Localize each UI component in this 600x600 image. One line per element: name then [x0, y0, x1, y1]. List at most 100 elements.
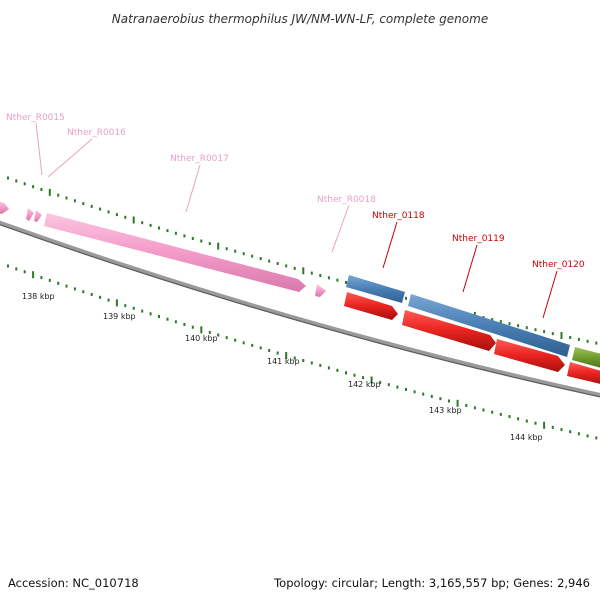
inner-track-minor-tick — [183, 323, 186, 326]
inner-track-minor-tick — [166, 317, 169, 321]
upper-track-features — [346, 275, 600, 369]
inner-track-minor-tick — [124, 304, 127, 308]
inner-track-minor-tick — [73, 287, 76, 291]
outer-track-minor-tick — [259, 257, 262, 261]
inner-track-minor-tick — [422, 392, 425, 396]
cds-feature-0119b[interactable] — [494, 339, 565, 372]
leader-0118 — [382, 221, 398, 269]
outer-track-minor-tick — [191, 237, 194, 240]
leader-r0016 — [47, 138, 93, 178]
outer-track-minor-tick — [251, 254, 254, 258]
inner-track-minor-tick — [560, 428, 563, 432]
inner-track-major-tick — [456, 399, 459, 407]
outer-track-minor-tick — [276, 262, 279, 265]
inner-track-minor-tick — [439, 397, 442, 401]
inner-track-minor-tick — [379, 380, 382, 384]
inner-track-minor-tick — [15, 267, 18, 271]
inner-track-minor-tick — [99, 295, 102, 299]
cds-feature-0120[interactable] — [567, 362, 600, 385]
outer-track-minor-tick — [82, 202, 85, 206]
tick-label-143: 143 kbp — [429, 406, 462, 415]
outer-track-major-tick — [132, 216, 135, 224]
genome-backbone-shadow — [0, 224, 600, 398]
outer-track-minor-tick — [15, 179, 18, 183]
gene-label-0118[interactable]: Nther_0118 — [372, 211, 425, 221]
inner-track-minor-tick — [517, 417, 520, 421]
outer-track-minor-tick — [124, 215, 127, 219]
inner-track-minor-tick — [327, 366, 330, 370]
inner-track-minor-tick — [525, 419, 528, 423]
inner-track-major-tick — [543, 421, 546, 429]
gene-label-r0017[interactable]: Nther_R0017 — [170, 154, 229, 164]
outer-track-minor-tick — [32, 185, 35, 189]
outer-track-minor-tick — [23, 182, 26, 186]
blue-feature-0119[interactable] — [408, 294, 570, 357]
genome-summary-text: Topology: circular; Length: 3,165,557 bp… — [274, 576, 590, 590]
genome-backbone — [0, 220, 600, 397]
outer-track-minor-tick — [499, 320, 502, 324]
inner-track-minor-tick — [310, 361, 313, 365]
outer-track-minor-tick — [525, 326, 528, 330]
outer-track-minor-tick — [569, 336, 572, 339]
blue-feature-0118[interactable] — [346, 275, 405, 303]
inner-track-minor-tick — [208, 330, 211, 334]
rna-feature-r0017[interactable] — [44, 213, 306, 292]
outer-track-minor-tick — [534, 328, 537, 332]
outer-track-minor-tick — [166, 229, 169, 233]
tick-label-141: 141 kbp — [267, 357, 300, 366]
rna-feature-r0014[interactable] — [0, 201, 9, 214]
outer-track-minor-tick — [158, 226, 160, 230]
inner-tick-track — [7, 264, 598, 440]
outer-track-minor-tick — [149, 223, 152, 227]
rna-feature-r0016[interactable] — [34, 210, 42, 222]
accession-text: Accession: NC_010718 — [8, 576, 139, 590]
inner-track-minor-tick — [7, 264, 9, 268]
outer-track-minor-tick — [336, 278, 339, 282]
outer-track-minor-tick — [73, 199, 76, 203]
inner-track-minor-tick — [336, 368, 339, 372]
gene-label-r0018[interactable]: Nther_R0018 — [317, 195, 376, 205]
outer-track-minor-tick — [595, 341, 598, 345]
gene-label-r0016[interactable]: Nther_R0016 — [67, 128, 126, 138]
gene-label-r0015[interactable]: Nther_R0015 — [6, 113, 65, 123]
rna-feature-r0015[interactable] — [26, 208, 34, 221]
outer-track-minor-tick — [491, 318, 494, 322]
cds-feature-0119[interactable] — [402, 310, 496, 351]
inner-track-minor-tick — [362, 376, 365, 380]
leader-r0018 — [331, 204, 350, 253]
leader-r0015 — [35, 122, 43, 176]
outer-track-minor-tick — [65, 196, 68, 200]
outer-track-minor-tick — [508, 322, 511, 326]
gene-label-0120[interactable]: Nther_0120 — [532, 260, 585, 270]
cds-feature-0118[interactable] — [344, 292, 398, 320]
green-feature-0120[interactable] — [572, 347, 600, 369]
inner-track-minor-tick — [405, 387, 407, 391]
label-leaders — [35, 122, 558, 319]
outer-track-minor-tick — [183, 234, 186, 238]
inner-track-major-tick — [115, 299, 118, 307]
inner-track-minor-tick — [132, 306, 135, 310]
inner-track-minor-tick — [57, 281, 60, 285]
inner-track-minor-tick — [217, 333, 220, 337]
outer-track-minor-tick — [40, 188, 43, 191]
inner-track-minor-tick — [268, 349, 271, 352]
inner-track-minor-tick — [149, 312, 152, 316]
outer-track-minor-tick — [405, 296, 407, 300]
inner-track-minor-tick — [319, 363, 322, 367]
inner-track-minor-tick — [276, 351, 279, 355]
gene-label-0119[interactable]: Nther_0119 — [452, 234, 505, 244]
inner-track-minor-tick — [534, 421, 537, 425]
outer-track-minor-tick — [268, 259, 271, 263]
inner-track-minor-tick — [551, 425, 554, 429]
rna-feature-r0018[interactable] — [315, 284, 326, 297]
inner-track-minor-tick — [107, 298, 110, 302]
outer-track-minor-tick — [174, 231, 177, 235]
inner-track-minor-tick — [65, 284, 68, 288]
outer-track-minor-tick — [234, 249, 237, 253]
inner-track-minor-tick — [430, 394, 433, 398]
outer-track-minor-tick — [551, 332, 554, 336]
inner-track-minor-tick — [158, 315, 160, 318]
outer-track-major-tick — [217, 242, 220, 250]
tick-label-144: 144 kbp — [510, 433, 543, 442]
